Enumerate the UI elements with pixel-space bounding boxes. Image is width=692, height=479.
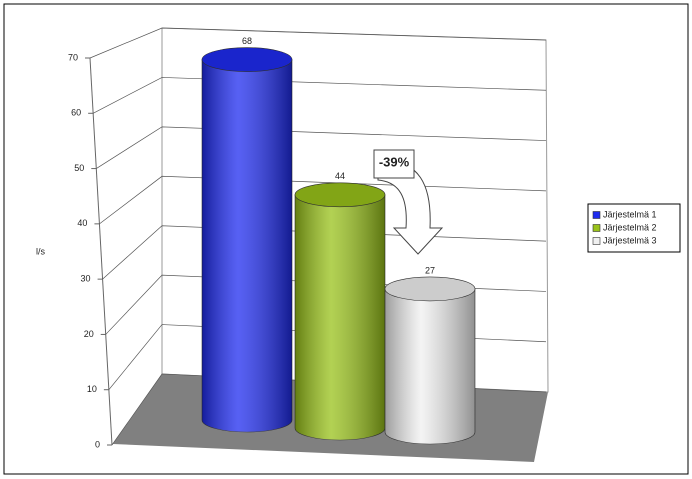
legend	[587, 203, 681, 253]
y-tick-label: 20	[84, 329, 94, 339]
value-label: 27	[425, 265, 435, 275]
y-tick-label: 30	[81, 274, 91, 284]
annotation: -39%	[379, 154, 410, 169]
cylinder-top-shade	[202, 47, 292, 72]
y-tick-label: 50	[74, 163, 84, 173]
cylinder-top	[384, 276, 476, 302]
legend-label: Järjestelmä 3	[603, 235, 657, 245]
grid-line	[89, 27, 547, 59]
bar	[294, 182, 386, 441]
legend-swatch	[592, 211, 601, 219]
grid-line	[92, 77, 547, 114]
grid-line	[96, 126, 547, 169]
cylinder-top	[294, 182, 386, 208]
annotation-box	[373, 149, 415, 179]
y-tick-label: 60	[71, 108, 81, 118]
y-tick-label: 10	[87, 384, 97, 394]
value-label: 44	[335, 171, 345, 181]
cylinder-top	[201, 47, 293, 72]
legend-swatch	[592, 224, 601, 232]
cylinder-shade	[295, 194, 385, 440]
cylinder-shade	[202, 59, 292, 432]
value-label: 68	[242, 36, 252, 46]
y-tick-label: 70	[68, 52, 78, 62]
cylinder-top-shade	[295, 182, 385, 207]
cylinder-top-shade	[385, 276, 475, 301]
y-axis-label: l/s	[36, 246, 46, 256]
legend-label: Järjestelmä 2	[603, 222, 657, 232]
bar	[384, 276, 476, 445]
y-tick-label: 40	[77, 218, 87, 228]
y-tick-label: 0	[95, 439, 100, 449]
bar	[201, 47, 293, 433]
y-axis	[89, 57, 113, 446]
legend-label: Järjestelmä 1	[603, 209, 657, 219]
legend-swatch	[592, 237, 601, 245]
cylinder-shade	[385, 288, 475, 444]
